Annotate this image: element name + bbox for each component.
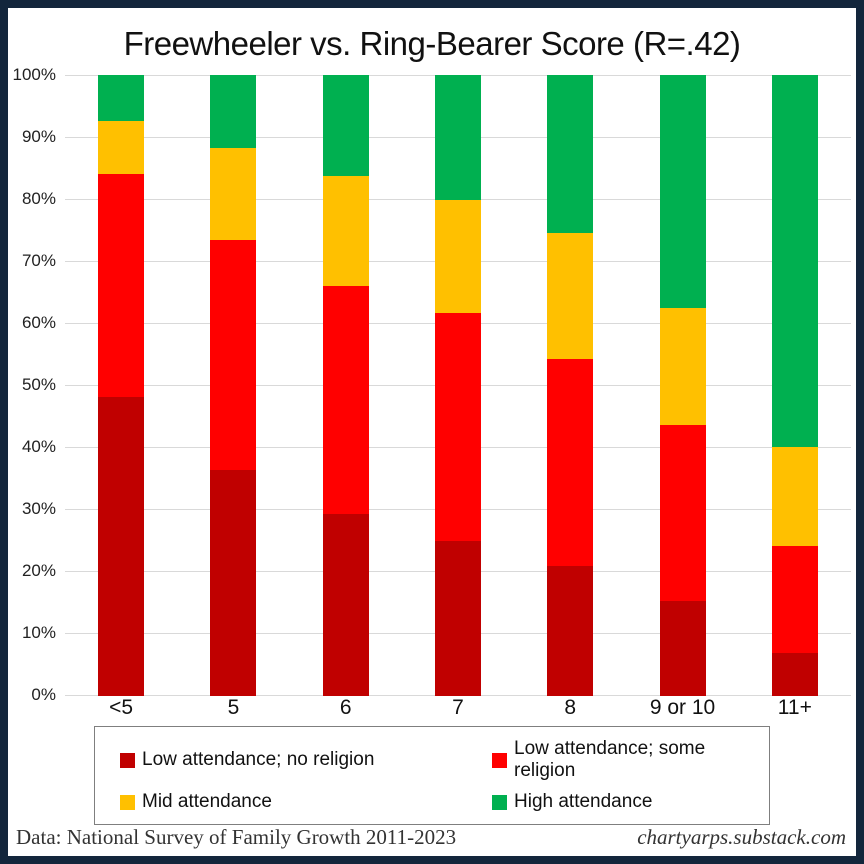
stacked-bar — [771, 75, 818, 696]
legend-item: Mid attendance — [120, 791, 492, 813]
bar-segment — [322, 176, 369, 287]
legend-label: Low attendance; some religion — [514, 738, 706, 781]
legend-item: Low attendance; no religion — [120, 738, 492, 782]
y-axis: 0% 10% 20% 30% 40% 50% 60% 70% 80% 90% 100% — [8, 66, 65, 704]
bar-segment — [210, 75, 257, 149]
bar-column — [402, 75, 514, 696]
bar-column — [514, 75, 626, 696]
y-tick-label: 100% — [12, 65, 56, 84]
bar-segment — [771, 545, 818, 653]
y-tick-label: 0% — [31, 685, 56, 704]
bar-segment — [434, 75, 481, 201]
bars-container — [65, 75, 851, 696]
footer-site-link: chartyarps.substack.com — [637, 825, 846, 849]
bar-segment — [322, 286, 369, 515]
y-tick-label: 40% — [21, 437, 56, 456]
bar-column — [290, 75, 402, 696]
stacked-bar — [659, 75, 706, 696]
bar-segment — [659, 600, 706, 696]
footer-source-text: Data: National Survey of Family Growth 2… — [16, 825, 457, 849]
bar-segment — [210, 239, 257, 470]
y-tick-label: 30% — [21, 499, 56, 518]
x-tick-label: 7 — [452, 696, 464, 719]
plot-area — [65, 75, 851, 696]
bar-segment — [547, 233, 594, 360]
legend-item: Low attendance; some religion — [492, 738, 755, 782]
legend-swatch — [120, 752, 135, 768]
y-tick-label: 80% — [21, 189, 56, 208]
legend-swatch — [120, 794, 135, 810]
x-tick-label: 6 — [339, 696, 352, 719]
legend-label: Mid attendance — [142, 791, 272, 812]
bar-segment — [771, 652, 818, 696]
bar-segment — [322, 514, 369, 696]
y-tick-label: 60% — [21, 313, 56, 332]
bar-segment — [98, 174, 145, 397]
bar-segment — [547, 75, 594, 234]
bar-segment — [771, 446, 818, 546]
bar-segment — [659, 424, 706, 601]
bar-segment — [434, 200, 481, 313]
legend-label: High attendance — [514, 791, 653, 812]
stacked-bar — [322, 75, 369, 696]
x-tick-label: 9 or 10 — [649, 696, 716, 719]
chart-area: 0% 10% 20% 30% 40% 50% 60% 70% 80% 90% 100% — [8, 66, 856, 704]
stacked-bar — [210, 75, 257, 696]
bar-segment — [98, 120, 145, 175]
chart-title: Freewheeler vs. Ring-Bearer Score (R=.42… — [123, 25, 741, 62]
bar-segment — [547, 359, 594, 566]
legend: Low attendance; no religion Low attendanc… — [94, 726, 770, 825]
stacked-bar — [547, 75, 594, 696]
legend-item: High attendance — [492, 791, 755, 813]
bar-column — [739, 75, 851, 696]
bar-column — [177, 75, 289, 696]
stacked-bar — [98, 75, 145, 696]
bar-column — [626, 75, 738, 696]
bar-segment — [322, 75, 369, 177]
bar-segment — [659, 307, 706, 425]
x-axis: <5 5 6 7 8 9 or 10 11+ — [65, 696, 851, 720]
x-tick-label: <5 — [109, 696, 134, 719]
bar-segment — [434, 312, 481, 541]
stacked-bar — [434, 75, 481, 696]
bar-segment — [98, 396, 145, 696]
footer: Data: National Survey of Family Growth 2… — [8, 825, 856, 857]
x-tick-label: 11+ — [777, 696, 812, 719]
y-tick-label: 70% — [21, 251, 56, 270]
x-tick-label: 8 — [564, 696, 577, 719]
y-tick-label: 50% — [21, 375, 56, 394]
x-tick-label: 5 — [227, 696, 240, 719]
bar-segment — [547, 565, 594, 696]
bar-segment — [210, 148, 257, 240]
bar-segment — [210, 469, 257, 696]
legend-swatch — [492, 752, 507, 768]
y-tick-label: 10% — [21, 623, 56, 642]
bar-segment — [659, 75, 706, 308]
bar-segment — [434, 540, 481, 696]
legend-swatch — [492, 794, 507, 810]
bar-column — [65, 75, 177, 696]
y-tick-label: 20% — [21, 561, 56, 580]
bar-segment — [98, 75, 145, 121]
y-tick-label: 90% — [21, 127, 56, 146]
bar-segment — [771, 75, 818, 447]
legend-label: Low attendance; no religion — [142, 749, 375, 770]
